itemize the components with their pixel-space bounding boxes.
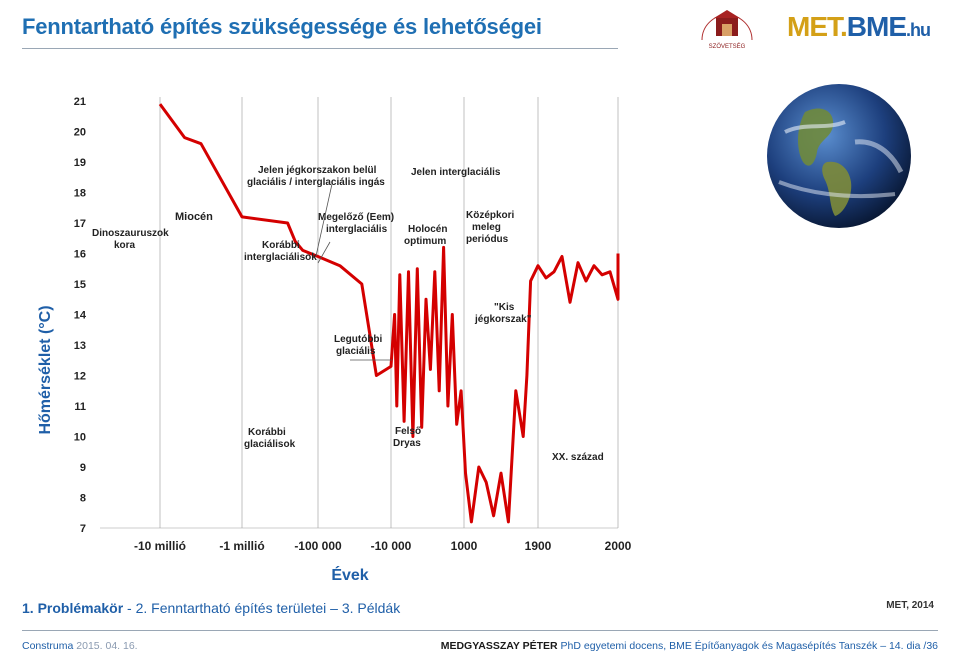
y-tick-label: 9 xyxy=(80,462,86,474)
annotation-glacial-oscillation: Jelen jégkorszakon belül glaciális / inte… xyxy=(247,165,385,188)
annotation-present-interglacial: Jelen interglaciális xyxy=(411,167,501,178)
y-tick-label: 17 xyxy=(74,218,86,230)
annotation-earlier-interglacials: Korábbi interglaciálisok xyxy=(244,240,317,263)
met-bme-logo: MET.BME.hu xyxy=(787,11,931,42)
annotation-little-ice-age: "Kis jégkorszak" xyxy=(474,302,532,325)
y-tick-label: 11 xyxy=(74,401,86,413)
annotation-eem: Megelőző (Eem) interglaciális xyxy=(318,212,394,235)
footer-divider xyxy=(22,630,938,631)
author-name: MEDGYASSZAY PÉTER xyxy=(440,640,558,652)
y-tick-label: 12 xyxy=(74,371,86,383)
y-tick-label: 19 xyxy=(74,157,86,169)
annotation-last-glacial: Legutóbbi glaciális xyxy=(334,334,383,357)
y-tick-label: 15 xyxy=(74,279,86,291)
y-tick-label: 8 xyxy=(80,493,86,505)
nav-rest: - 2. Fenntartható építés területei – 3. … xyxy=(127,600,401,616)
section-navigation: 1. Problémakör - 2. Fenntartható építés … xyxy=(22,600,400,616)
temperature-series-line xyxy=(158,103,620,524)
author-info: MEDGYASSZAY PÉTER PhD egyetemi docens, B… xyxy=(441,640,938,652)
y-tick-label: 10 xyxy=(74,432,86,444)
event-name: Construma xyxy=(22,640,74,652)
x-axis-ticks: -10 millió -1 millió -100 000 -10 000 1000 19… xyxy=(134,539,632,553)
chart-grid xyxy=(100,97,619,529)
x-tick-label: -1 millió xyxy=(219,539,264,553)
annotation-earlier-glacials: Korábbi glaciálisok xyxy=(244,427,296,450)
y-tick-label: 16 xyxy=(74,249,86,261)
series-line xyxy=(158,103,620,524)
x-tick-label: -10 millió xyxy=(134,539,186,553)
annotation-pointer-eem xyxy=(317,241,331,264)
annotation-holocene-optimum: Holocén optimum xyxy=(404,224,447,247)
x-tick-label: 1000 xyxy=(451,539,478,553)
annotation-younger-dryas: Felső Dryas xyxy=(393,426,421,449)
page-title: Fenntartható építés szükségessége és leh… xyxy=(22,14,542,39)
y-tick-label: 20 xyxy=(74,127,86,139)
y-tick-label: 18 xyxy=(74,188,86,200)
earth-globe-image xyxy=(767,84,911,228)
author-role: PhD egyetemi docens, BME Építőanyagok és… xyxy=(560,640,938,652)
svg-text:SZÖVETSÉG: SZÖVETSÉG xyxy=(709,43,746,50)
x-tick-label: 1900 xyxy=(525,539,552,553)
title-divider xyxy=(22,48,618,49)
brick-association-logo: SZÖVETSÉG xyxy=(701,10,753,50)
nav-current: 1. Problémakör xyxy=(22,600,124,616)
y-axis-ticks: 21 20 19 18 17 16 15 14 13 12 11 10 9 8 7 xyxy=(74,96,87,535)
event-date: 2015. 04. 16. xyxy=(76,640,138,652)
annotation-pointer-glacial xyxy=(315,183,333,257)
event-info: Construma 2015. 04. 16. xyxy=(22,640,138,652)
annotation-miocene: Miocén xyxy=(175,211,213,223)
y-tick-label: 7 xyxy=(80,523,86,535)
x-tick-label: -10 000 xyxy=(371,539,412,553)
y-axis-label: Hőmérséklet (°C) xyxy=(37,305,54,434)
x-axis-label: Évek xyxy=(331,565,368,584)
annotation-dinosaurs: Dinoszauruszok kora xyxy=(92,228,169,251)
x-tick-label: -100 000 xyxy=(294,539,342,553)
x-tick-label: 2000 xyxy=(605,539,632,553)
annotation-20th-century: XX. század xyxy=(552,452,604,463)
chart-credit: MET, 2014 xyxy=(886,600,934,611)
annotation-medieval-warm: Középkori meleg periódus xyxy=(466,210,515,245)
y-tick-label: 14 xyxy=(74,310,87,322)
y-tick-label: 21 xyxy=(74,96,86,108)
y-tick-label: 13 xyxy=(74,340,86,352)
